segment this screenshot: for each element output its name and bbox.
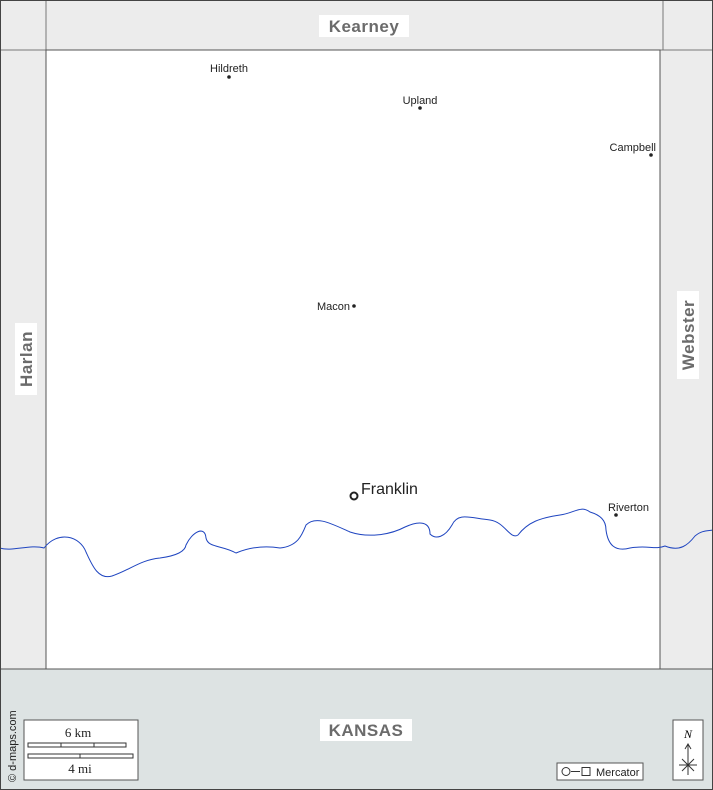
town-dot bbox=[352, 304, 356, 308]
town-label: Campbell bbox=[610, 142, 656, 154]
label-bg bbox=[15, 323, 37, 395]
compass-needle bbox=[681, 758, 695, 772]
region-label: Webster bbox=[679, 300, 698, 370]
scale-label: 4 mi bbox=[68, 761, 92, 776]
label-bg bbox=[677, 291, 699, 379]
town-label: Macon bbox=[317, 301, 350, 313]
credit: © d-maps.com bbox=[7, 710, 19, 782]
projection-label: Mercator bbox=[596, 767, 640, 779]
scale-bar bbox=[27, 742, 127, 748]
town-dot bbox=[418, 106, 422, 110]
projection-icon bbox=[581, 767, 591, 776]
county bbox=[45, 49, 661, 670]
town-label: Hildreth bbox=[210, 63, 248, 75]
region-label: Harlan bbox=[17, 331, 36, 387]
town-dot bbox=[614, 513, 618, 517]
town-dot bbox=[227, 75, 231, 79]
label-bg bbox=[319, 15, 409, 37]
compass-arrow bbox=[684, 743, 692, 750]
label-bg bbox=[320, 719, 412, 741]
town-dot bbox=[649, 153, 653, 157]
town-label: Upland bbox=[403, 95, 438, 107]
compass-label: N bbox=[683, 727, 693, 741]
scale-box bbox=[23, 719, 139, 781]
river bbox=[0, 508, 713, 578]
region-label: Kearney bbox=[329, 17, 400, 36]
region-label: KANSAS bbox=[329, 721, 404, 740]
seat-label: Franklin bbox=[361, 481, 418, 498]
scale-label: 6 km bbox=[65, 725, 91, 740]
projection-icon bbox=[561, 767, 571, 776]
seat-dot bbox=[349, 491, 359, 501]
town-label: Riverton bbox=[608, 502, 649, 514]
projection-box bbox=[556, 762, 644, 781]
